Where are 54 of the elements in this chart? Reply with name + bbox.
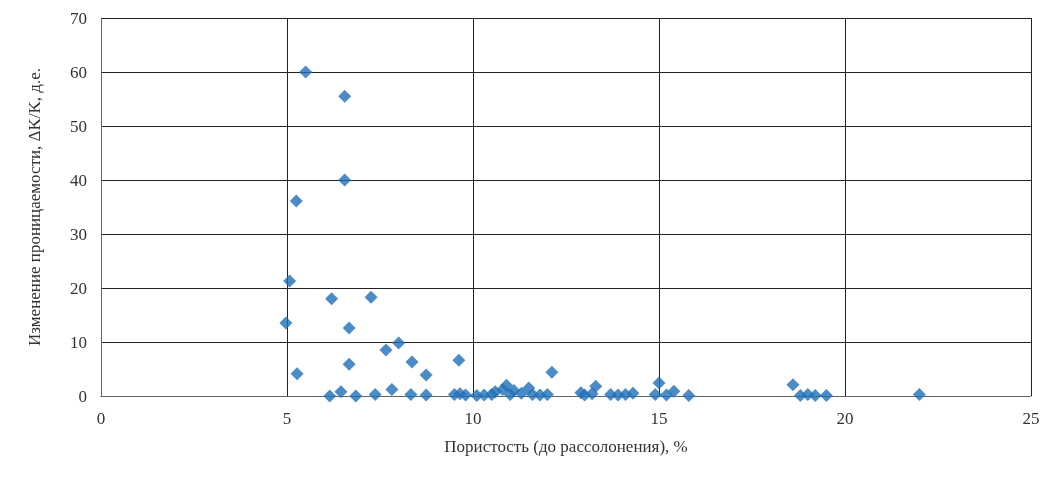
x-tick-label: 25 [1022,409,1040,428]
point [368,387,382,401]
point [385,383,399,397]
point [419,388,433,402]
y-tick-label: 10 [70,332,87,352]
point [279,316,293,330]
point [342,357,356,371]
point [545,365,559,379]
y-tick-label: 40 [70,170,87,190]
point [912,387,926,401]
x-tick-label: 10 [464,409,482,428]
x-tick-label: 0 [96,409,106,428]
point [405,355,419,369]
point [452,353,466,367]
y-tick-label: 60 [70,62,87,82]
point [459,388,473,402]
y-tick-label: 20 [70,278,87,298]
point [349,389,363,403]
point [652,376,666,390]
point [819,388,833,402]
x-tick-label: 5 [282,409,292,428]
y-tick-label: 0 [78,386,87,406]
point [419,368,433,382]
point [290,367,304,381]
point [808,388,822,402]
point [334,385,348,399]
y-axis-title: Изменение проницаемости, ΔK/K, д.е. [25,68,44,346]
point [325,292,339,306]
point [404,387,418,401]
point [283,274,297,288]
point [338,89,352,103]
point [342,321,356,335]
point [540,387,554,401]
x-tick-label: 15 [650,409,668,428]
point [289,194,303,208]
y-tick-label: 30 [70,224,87,244]
point [379,343,393,357]
y-tick-label: 70 [70,8,87,28]
point [667,384,681,398]
point [299,65,313,79]
point [338,173,352,187]
point [364,290,378,304]
x-axis-title: Пористость (до рассолонения), % [444,437,688,456]
y-tick-label: 50 [70,116,87,136]
point [392,336,406,350]
point [786,378,800,392]
point [514,386,528,400]
point [626,386,640,400]
point [682,388,696,402]
x-tick-label: 20 [836,409,854,428]
point [499,378,513,392]
point [648,387,662,401]
point [589,379,603,393]
point [323,389,337,403]
